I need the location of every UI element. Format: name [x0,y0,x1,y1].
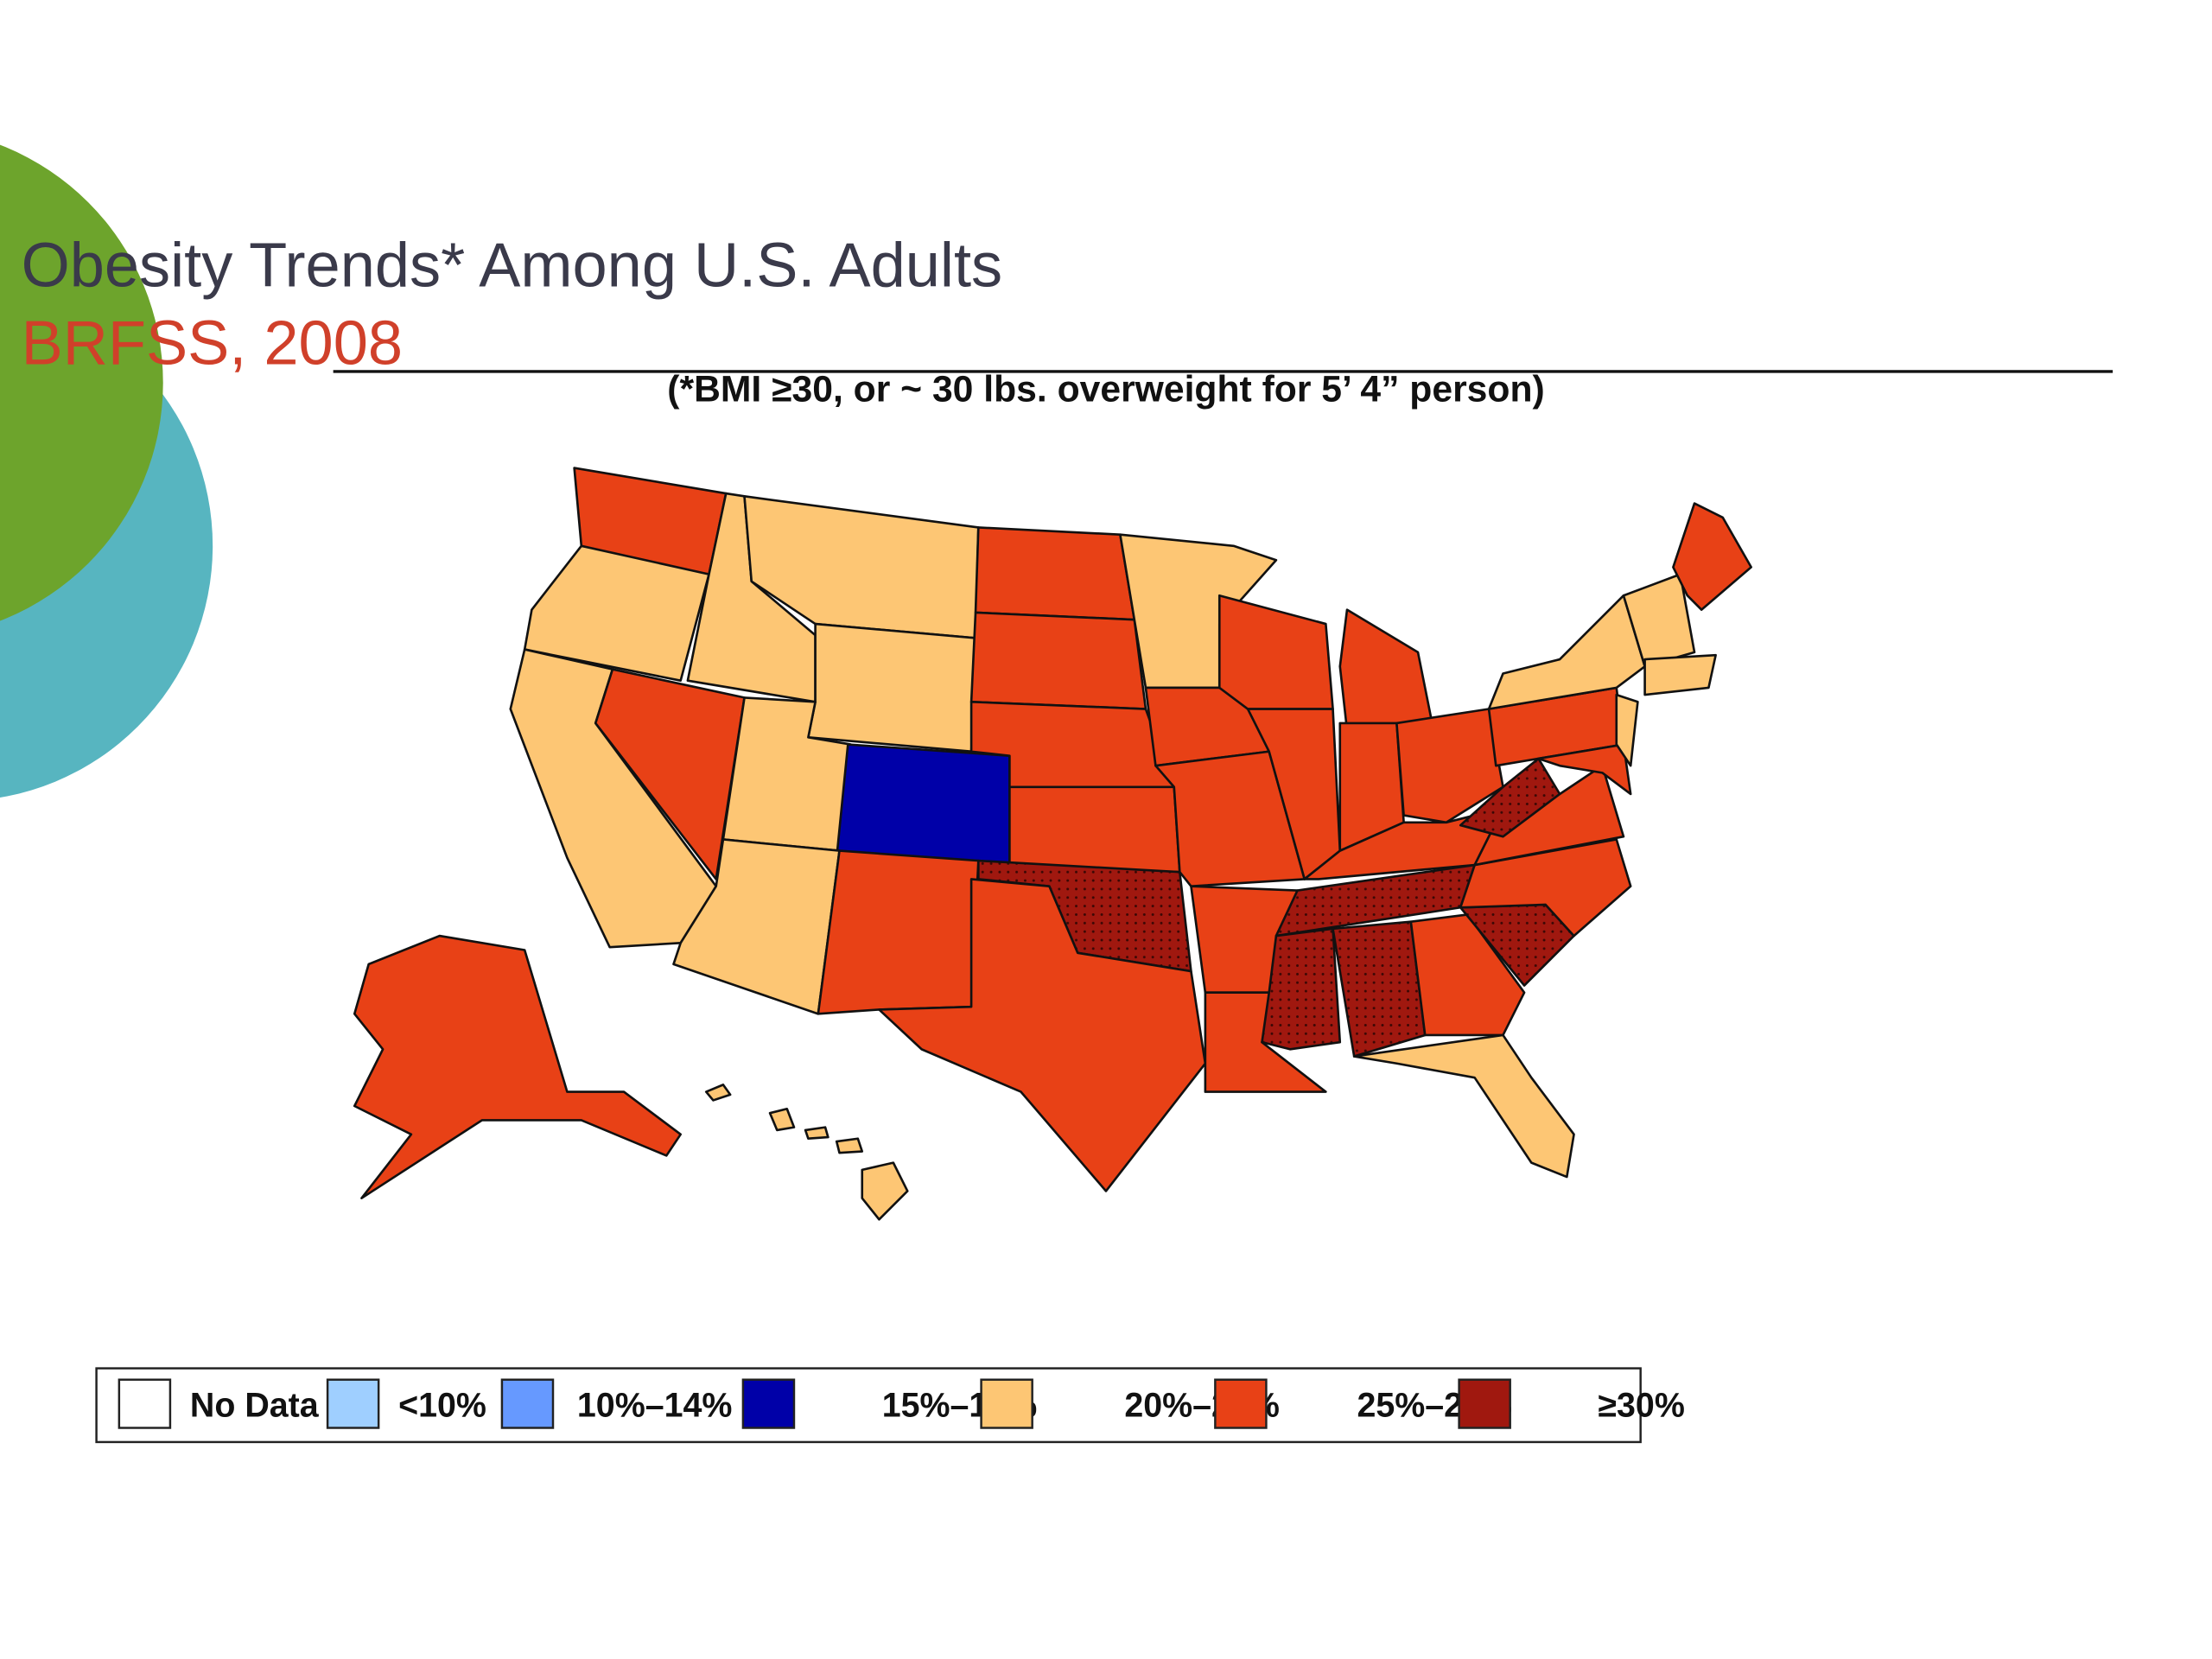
legend-label: 10%–14% [577,1386,733,1424]
legend-label: ≥30% [1598,1386,1684,1424]
note: (*BMI ≥30, or ~ 30 lbs. overweight for 5… [667,368,1544,410]
state [1487,594,1646,710]
legend: No Data <10% 10%–14% 15%–19% 20%–24% 25%–29% ≥… [118,1378,1685,1429]
legend-swatch [1214,1378,1268,1429]
state [1395,708,1504,824]
legend-swatch [500,1378,555,1429]
legend-swatch [118,1378,172,1429]
deco-circle [0,144,163,621]
legend-label: <10% [398,1386,486,1424]
state [1459,757,1561,838]
state [1008,785,1181,874]
state [807,622,977,753]
legend-swatch [980,1378,1033,1429]
state [1332,920,1427,1058]
state [969,611,1147,710]
state [1672,502,1752,611]
state [974,526,1136,621]
state [817,849,980,1015]
legend-label: No Data [190,1386,320,1424]
title: Obesity Trends* Among U.S. Adults [22,231,1003,300]
state [1537,743,1632,796]
us-map [353,467,1752,1221]
state [1622,573,1696,668]
state [835,743,1011,869]
legend-frame [95,1367,1642,1444]
state [804,1126,830,1141]
state [878,878,1207,1192]
legend-swatch [326,1378,380,1429]
state [1217,594,1334,710]
subtitle: BRFSS, 2008 [22,309,403,378]
state [704,1084,732,1102]
state [768,1107,796,1132]
state [835,1137,864,1154]
state [1352,1033,1575,1179]
state [353,934,683,1199]
state [861,1161,909,1221]
state [1204,991,1327,1093]
legend-swatch [1458,1378,1511,1429]
state [1615,693,1639,767]
state [523,544,710,683]
state [1409,913,1526,1037]
state [1261,927,1342,1051]
legend-swatch [741,1378,796,1429]
state [1459,838,1632,938]
state [1338,608,1433,732]
state [1643,653,1717,696]
